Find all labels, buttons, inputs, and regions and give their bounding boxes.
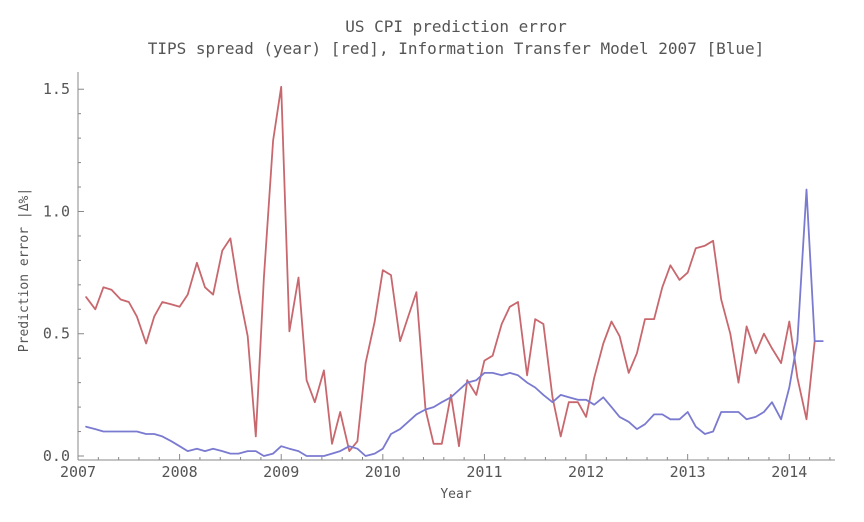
x-tick-label: 2014 [771,463,807,481]
x-tick-label: 2007 [60,463,96,481]
series-line-red [85,85,816,453]
x-tick-label: 2008 [162,463,198,481]
y-axis-label: Prediction error |Δ%| [17,188,32,352]
x-tick-label: 2010 [365,463,401,481]
y-tick-label: 1.0 [43,202,70,220]
x-tick-label: 2013 [670,463,706,481]
x-tick-label: 2012 [568,463,604,481]
y-tick-label: 0.5 [43,325,70,343]
x-tick-label: 2011 [466,463,502,481]
plot-area: 2007 2008 2009 2010 2011 2012 2013 2014 0.0 0.5 1.… [43,72,835,481]
chart-title: US CPI prediction error [345,17,567,36]
x-tick-label: 2009 [263,463,299,481]
chart-subtitle: TIPS spread (year) [red], Information Tr… [148,39,765,58]
y-tick-label: 1.5 [43,80,70,98]
x-axis-label: Year [440,487,471,502]
y-tick-label: 0.0 [43,447,70,465]
series-line-blue [85,188,824,457]
